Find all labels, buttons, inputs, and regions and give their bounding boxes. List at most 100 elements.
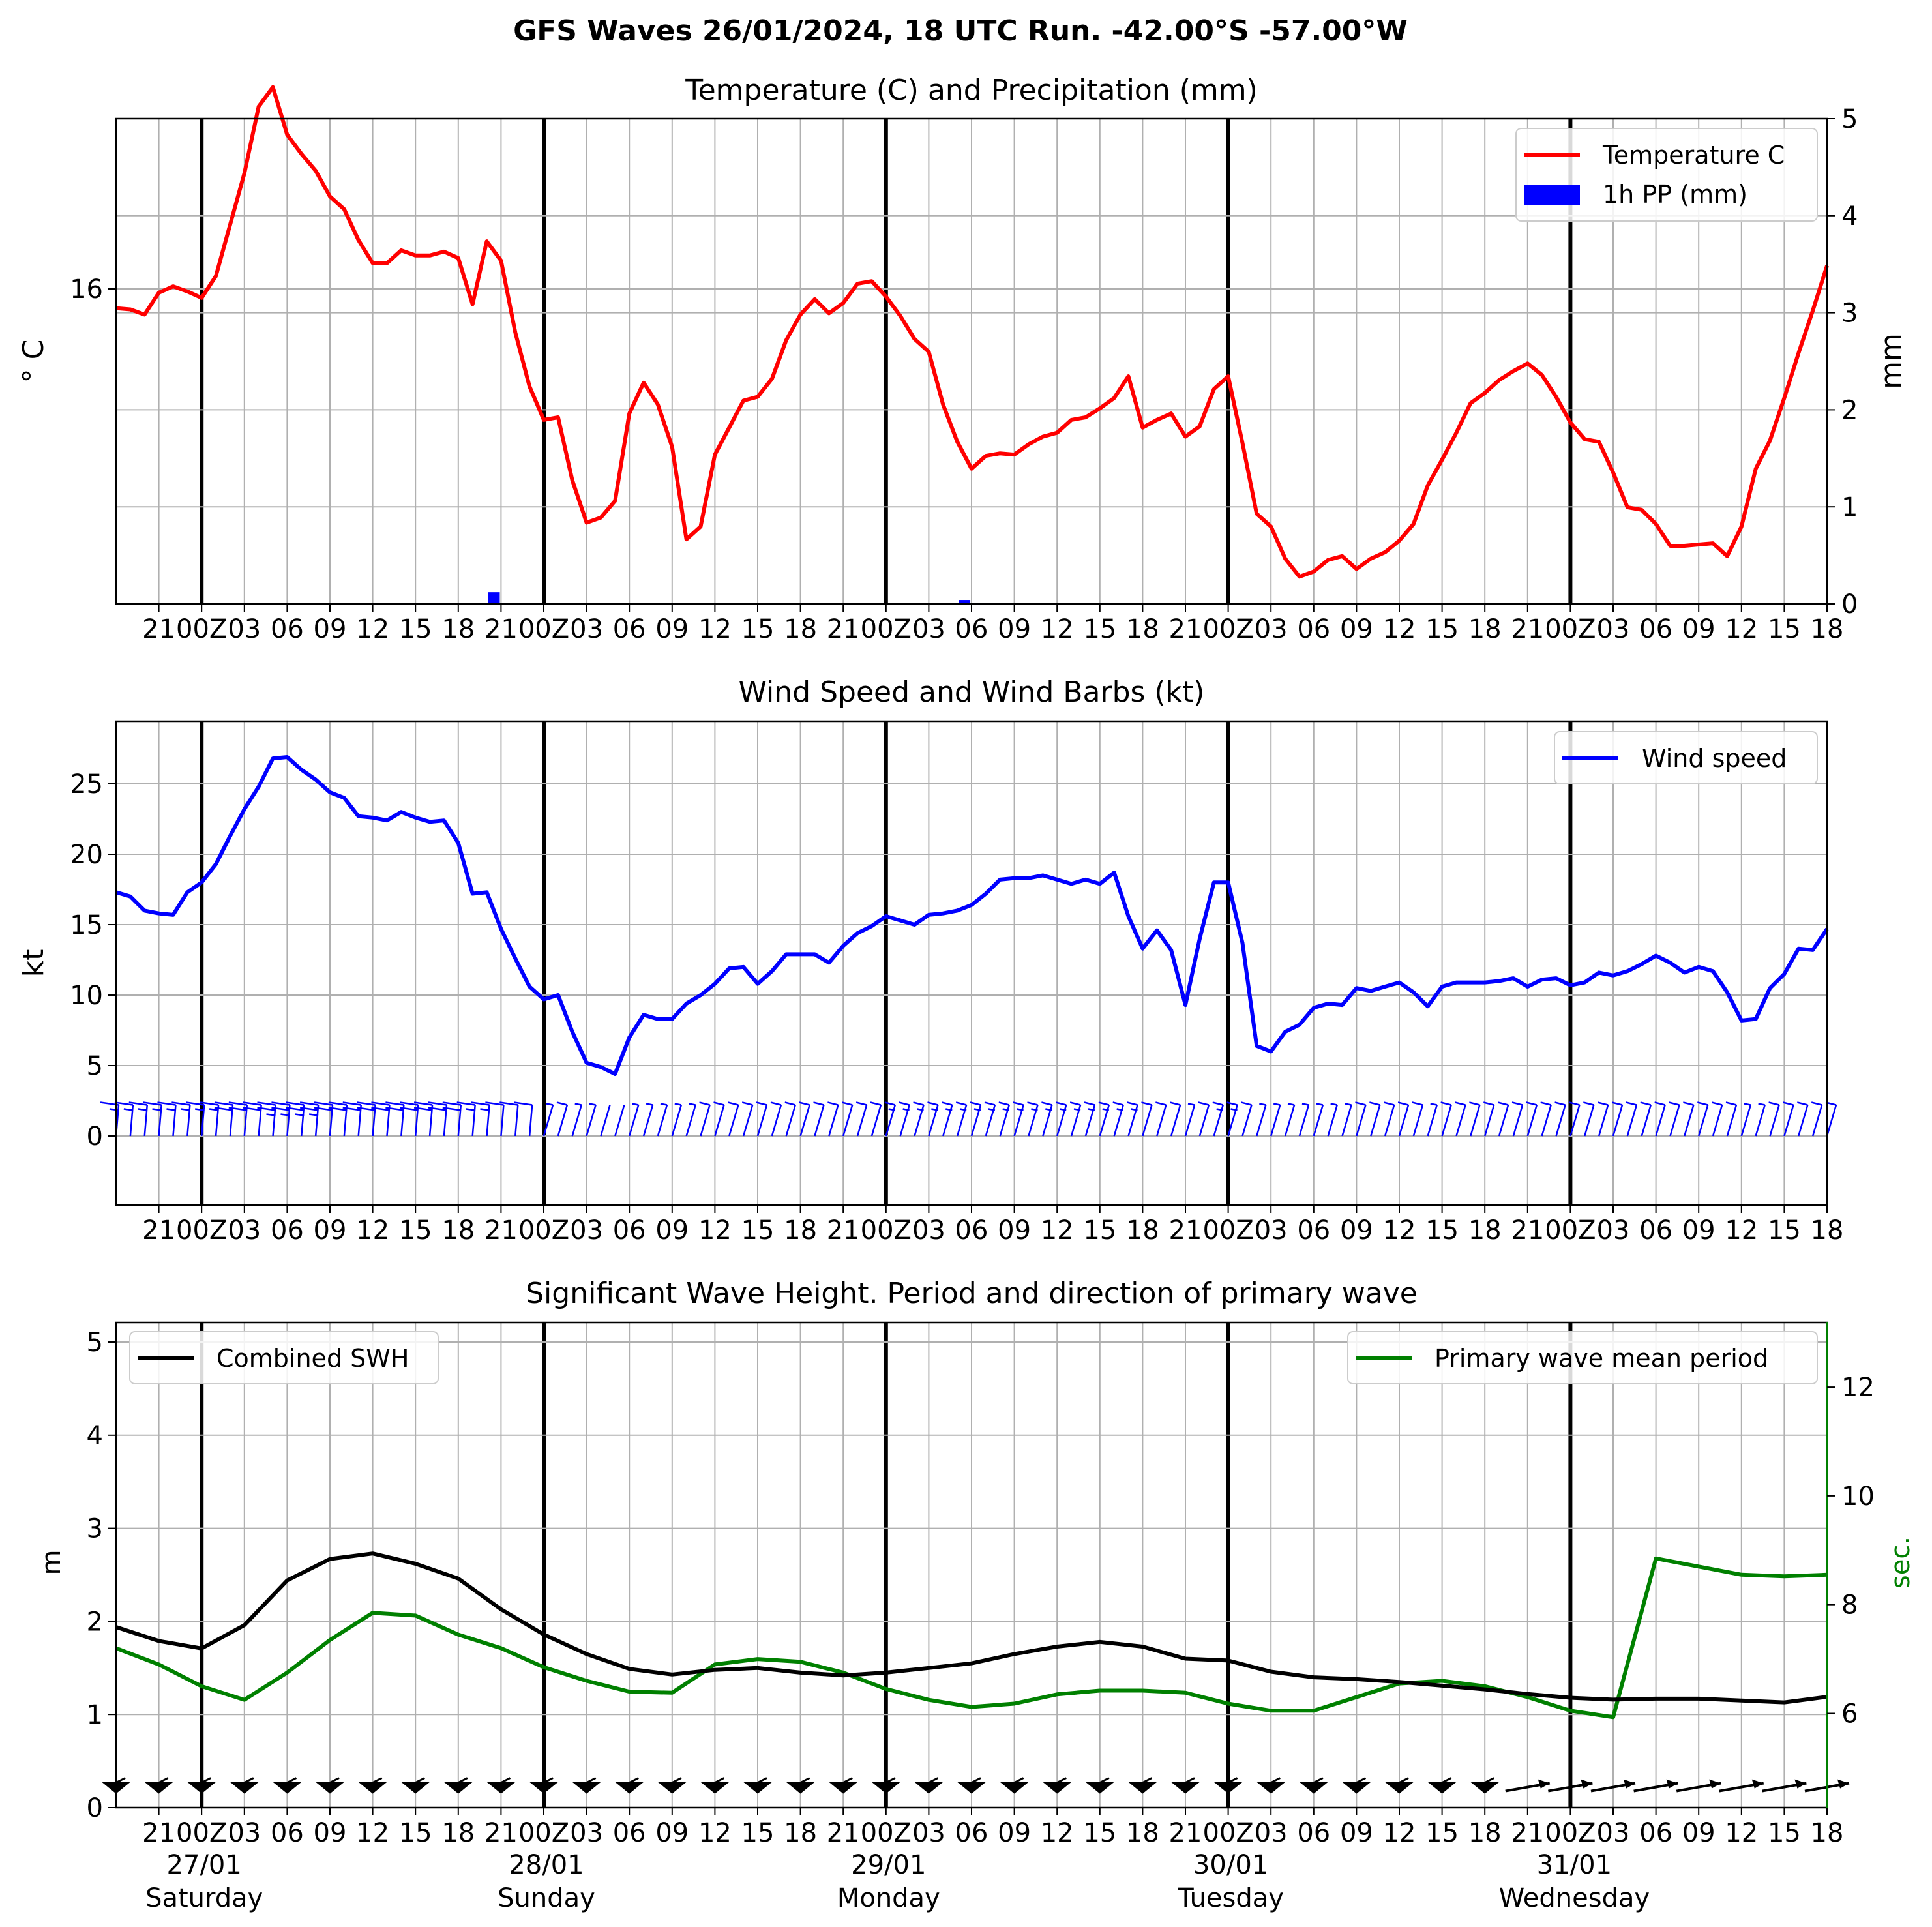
- wind-barb-flag-88-0: [1369, 1101, 1380, 1106]
- wind-barb-118: [1796, 1101, 1809, 1137]
- wind-barb-58: [941, 1101, 953, 1137]
- wind-barb-flag-78-0: [1226, 1101, 1238, 1106]
- wind-barb-flag-74-0: [1169, 1101, 1181, 1106]
- day-date-label-0: 27/01: [167, 1850, 242, 1880]
- wind-barb-flag-72-0: [1141, 1101, 1152, 1106]
- wind-barb-89: [1383, 1101, 1395, 1137]
- wind-barb-83: [1298, 1103, 1310, 1137]
- period-ytick-label-0: 6: [1841, 1699, 1858, 1729]
- wave-arrow-shaft-4: [280, 1777, 297, 1787]
- wind-barb-91: [1412, 1101, 1424, 1137]
- wind-xtick-label-35: 06: [1639, 1216, 1672, 1246]
- swh-line: [115, 1551, 1828, 1705]
- wave-arrow-head-25: [1171, 1782, 1200, 1794]
- wind-barb-95: [1469, 1101, 1481, 1137]
- wind-barb-shaft-86: [1341, 1105, 1352, 1137]
- wind-xtick-label-2: 03: [228, 1216, 261, 1246]
- wind-barb-69: [1098, 1101, 1110, 1137]
- wave-xtick-label-30: 15: [1425, 1818, 1459, 1848]
- wind-barb-flag-101-0: [1554, 1101, 1566, 1106]
- wind-barb-flag-55-0: [899, 1101, 910, 1106]
- wave-direction-arrow-15: [743, 1777, 772, 1794]
- wave-arrow-shaft-0: [109, 1777, 126, 1787]
- temp-xtick-label-37: 12: [1725, 614, 1758, 644]
- wave-arrow-shaft-21: [1007, 1777, 1024, 1787]
- wave-arrow-shaft-14: [707, 1777, 725, 1787]
- wave-arrow-shaft-22: [1050, 1777, 1067, 1787]
- wind-barb-52: [855, 1101, 868, 1137]
- wave-period-line: [115, 1556, 1828, 1720]
- wind-barb-flag-46-0: [770, 1101, 782, 1106]
- wave-direction-arrow-14: [700, 1777, 730, 1794]
- wave-direction-arrow-10: [529, 1777, 558, 1794]
- wind-barb-half-63: [1017, 1108, 1024, 1111]
- wind-barb-flag-57-0: [927, 1101, 938, 1106]
- wave-arrow-shaft-17: [836, 1777, 853, 1787]
- temp-xtick-label-25: 00Z: [1202, 614, 1253, 644]
- wind-barb-half-0: [109, 1108, 119, 1111]
- wave-arrow-head-36: [1666, 1779, 1678, 1789]
- wave-direction-arrow-1: [144, 1777, 173, 1794]
- wind-barb-shaft-45: [756, 1105, 768, 1137]
- wind-barb-shaft-108: [1655, 1105, 1666, 1137]
- temp-xtick-label-5: 12: [356, 614, 389, 644]
- wave-xtick-label-7: 18: [441, 1818, 475, 1848]
- swh-ytick-label-1: 1: [87, 1700, 103, 1730]
- wave-arrow-head-16: [786, 1782, 815, 1794]
- wind-barb-half-40: [689, 1103, 696, 1106]
- temp-xtick-label-8: 21: [484, 614, 518, 644]
- temp-xtick-label-35: 06: [1639, 614, 1672, 644]
- wind-barb-half-13: [295, 1113, 305, 1116]
- wind-barb-shaft-33: [586, 1105, 597, 1137]
- wind-barb-half-54: [888, 1108, 896, 1111]
- wind-barb-flag-27-0: [485, 1101, 504, 1106]
- wind-barb-flag-31-0: [556, 1101, 568, 1106]
- wind-barb-flag-103-0: [1583, 1101, 1594, 1106]
- swh-ytick-label-3: 3: [87, 1514, 103, 1544]
- wind-barb-shaft-28: [514, 1105, 519, 1137]
- wave-arrow-shaft-19: [921, 1777, 939, 1787]
- wave-direction-arrow-35: [1590, 1779, 1636, 1793]
- wind-barb-3: [143, 1101, 162, 1137]
- wave-direction-arrow-9: [486, 1777, 516, 1794]
- wind-barb-flag-58-0: [941, 1101, 953, 1106]
- wind-barb-shaft-117: [1783, 1105, 1794, 1137]
- wave-arrow-head-29: [1342, 1782, 1371, 1794]
- wind-barb-half-56: [917, 1108, 924, 1111]
- wind-barb-flag-19-1: [371, 1107, 390, 1111]
- wind-barb-6: [186, 1101, 205, 1137]
- temp-y-axis-label: ° C: [17, 340, 50, 383]
- wave-direction-arrow-12: [615, 1777, 644, 1794]
- wind-barb-half-62: [1002, 1108, 1009, 1111]
- wave-direction-arrow-30: [1385, 1777, 1414, 1794]
- wave-arrow-shaft-16: [793, 1777, 810, 1787]
- wind-barb-flag-17-0: [342, 1101, 361, 1106]
- swh-legend-label: Combined SWH: [216, 1344, 409, 1373]
- wind-barb-59: [955, 1101, 968, 1137]
- wave-direction-arrow-2: [187, 1777, 216, 1794]
- wind-xtick-label-32: 21: [1511, 1216, 1544, 1246]
- wave-xtick-label-27: 06: [1297, 1818, 1330, 1848]
- wind-barb-shaft-44: [742, 1105, 754, 1137]
- wind-barb-14: [299, 1101, 320, 1137]
- wind-barb-flag-119-0: [1811, 1101, 1822, 1106]
- wind-barb-half-75: [1187, 1103, 1195, 1106]
- wind-barb-flag-48-0: [799, 1101, 810, 1106]
- wind-xtick-label-15: 18: [784, 1216, 817, 1246]
- wave-arrow-head-38: [1751, 1779, 1764, 1789]
- wind-barb-42: [713, 1101, 725, 1137]
- temp-xtick-label-23: 18: [1126, 614, 1159, 644]
- wind-xtick-label-28: 09: [1340, 1216, 1373, 1246]
- wind-barb-flag-68-0: [1084, 1101, 1095, 1106]
- wave-arrow-shaft-13: [665, 1777, 682, 1787]
- wave-xtick-label-22: 15: [1083, 1818, 1116, 1848]
- wind-barb-shaft-111: [1698, 1105, 1709, 1137]
- wind-barb-flag-118-0: [1796, 1101, 1808, 1106]
- wave-arrow-head-37: [1709, 1779, 1721, 1789]
- wave-xtick-label-33: 00Z: [1545, 1818, 1596, 1848]
- temp-panel-title: Temperature (C) and Precipitation (mm): [685, 74, 1258, 107]
- temp-xtick-label-11: 06: [613, 614, 646, 644]
- wind-xtick-label-39: 18: [1811, 1216, 1844, 1246]
- wind-xtick-label-8: 21: [484, 1216, 518, 1246]
- wave-arrow-shaft-9: [494, 1777, 511, 1787]
